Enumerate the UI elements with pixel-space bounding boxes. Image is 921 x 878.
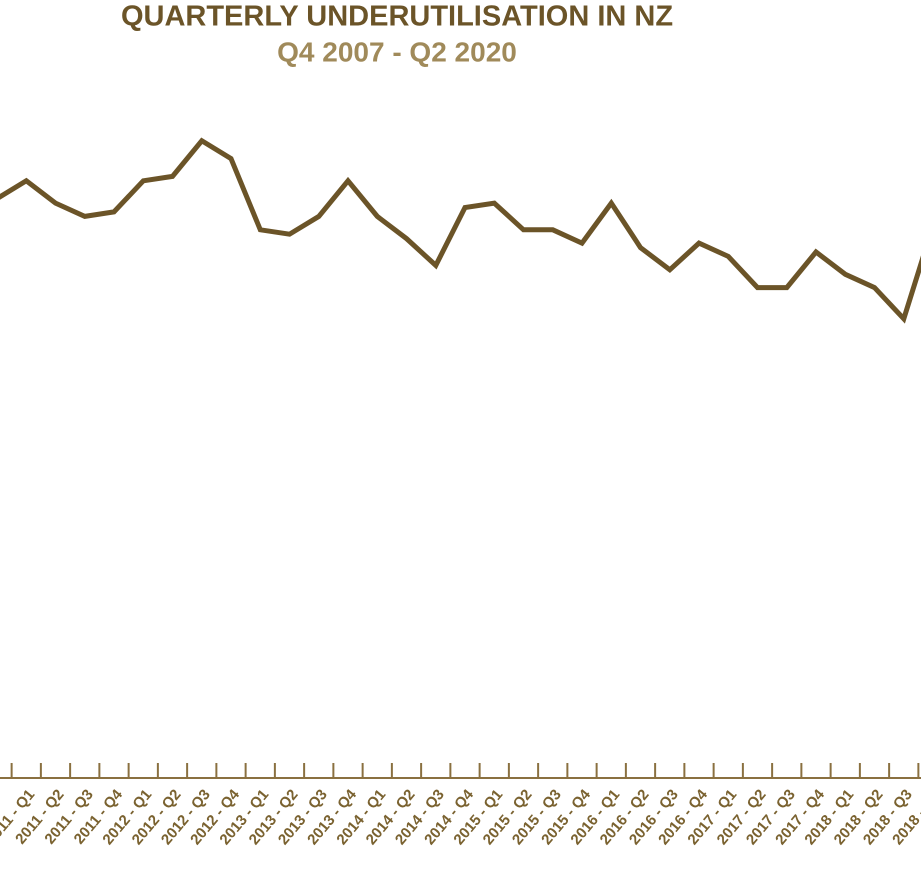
chart-subtitle: Q4 2007 - Q2 2020 — [277, 36, 517, 67]
data-line — [0, 137, 921, 324]
chart-title: QUARTERLY UNDERUTILISATION IN NZ — [121, 1, 673, 33]
